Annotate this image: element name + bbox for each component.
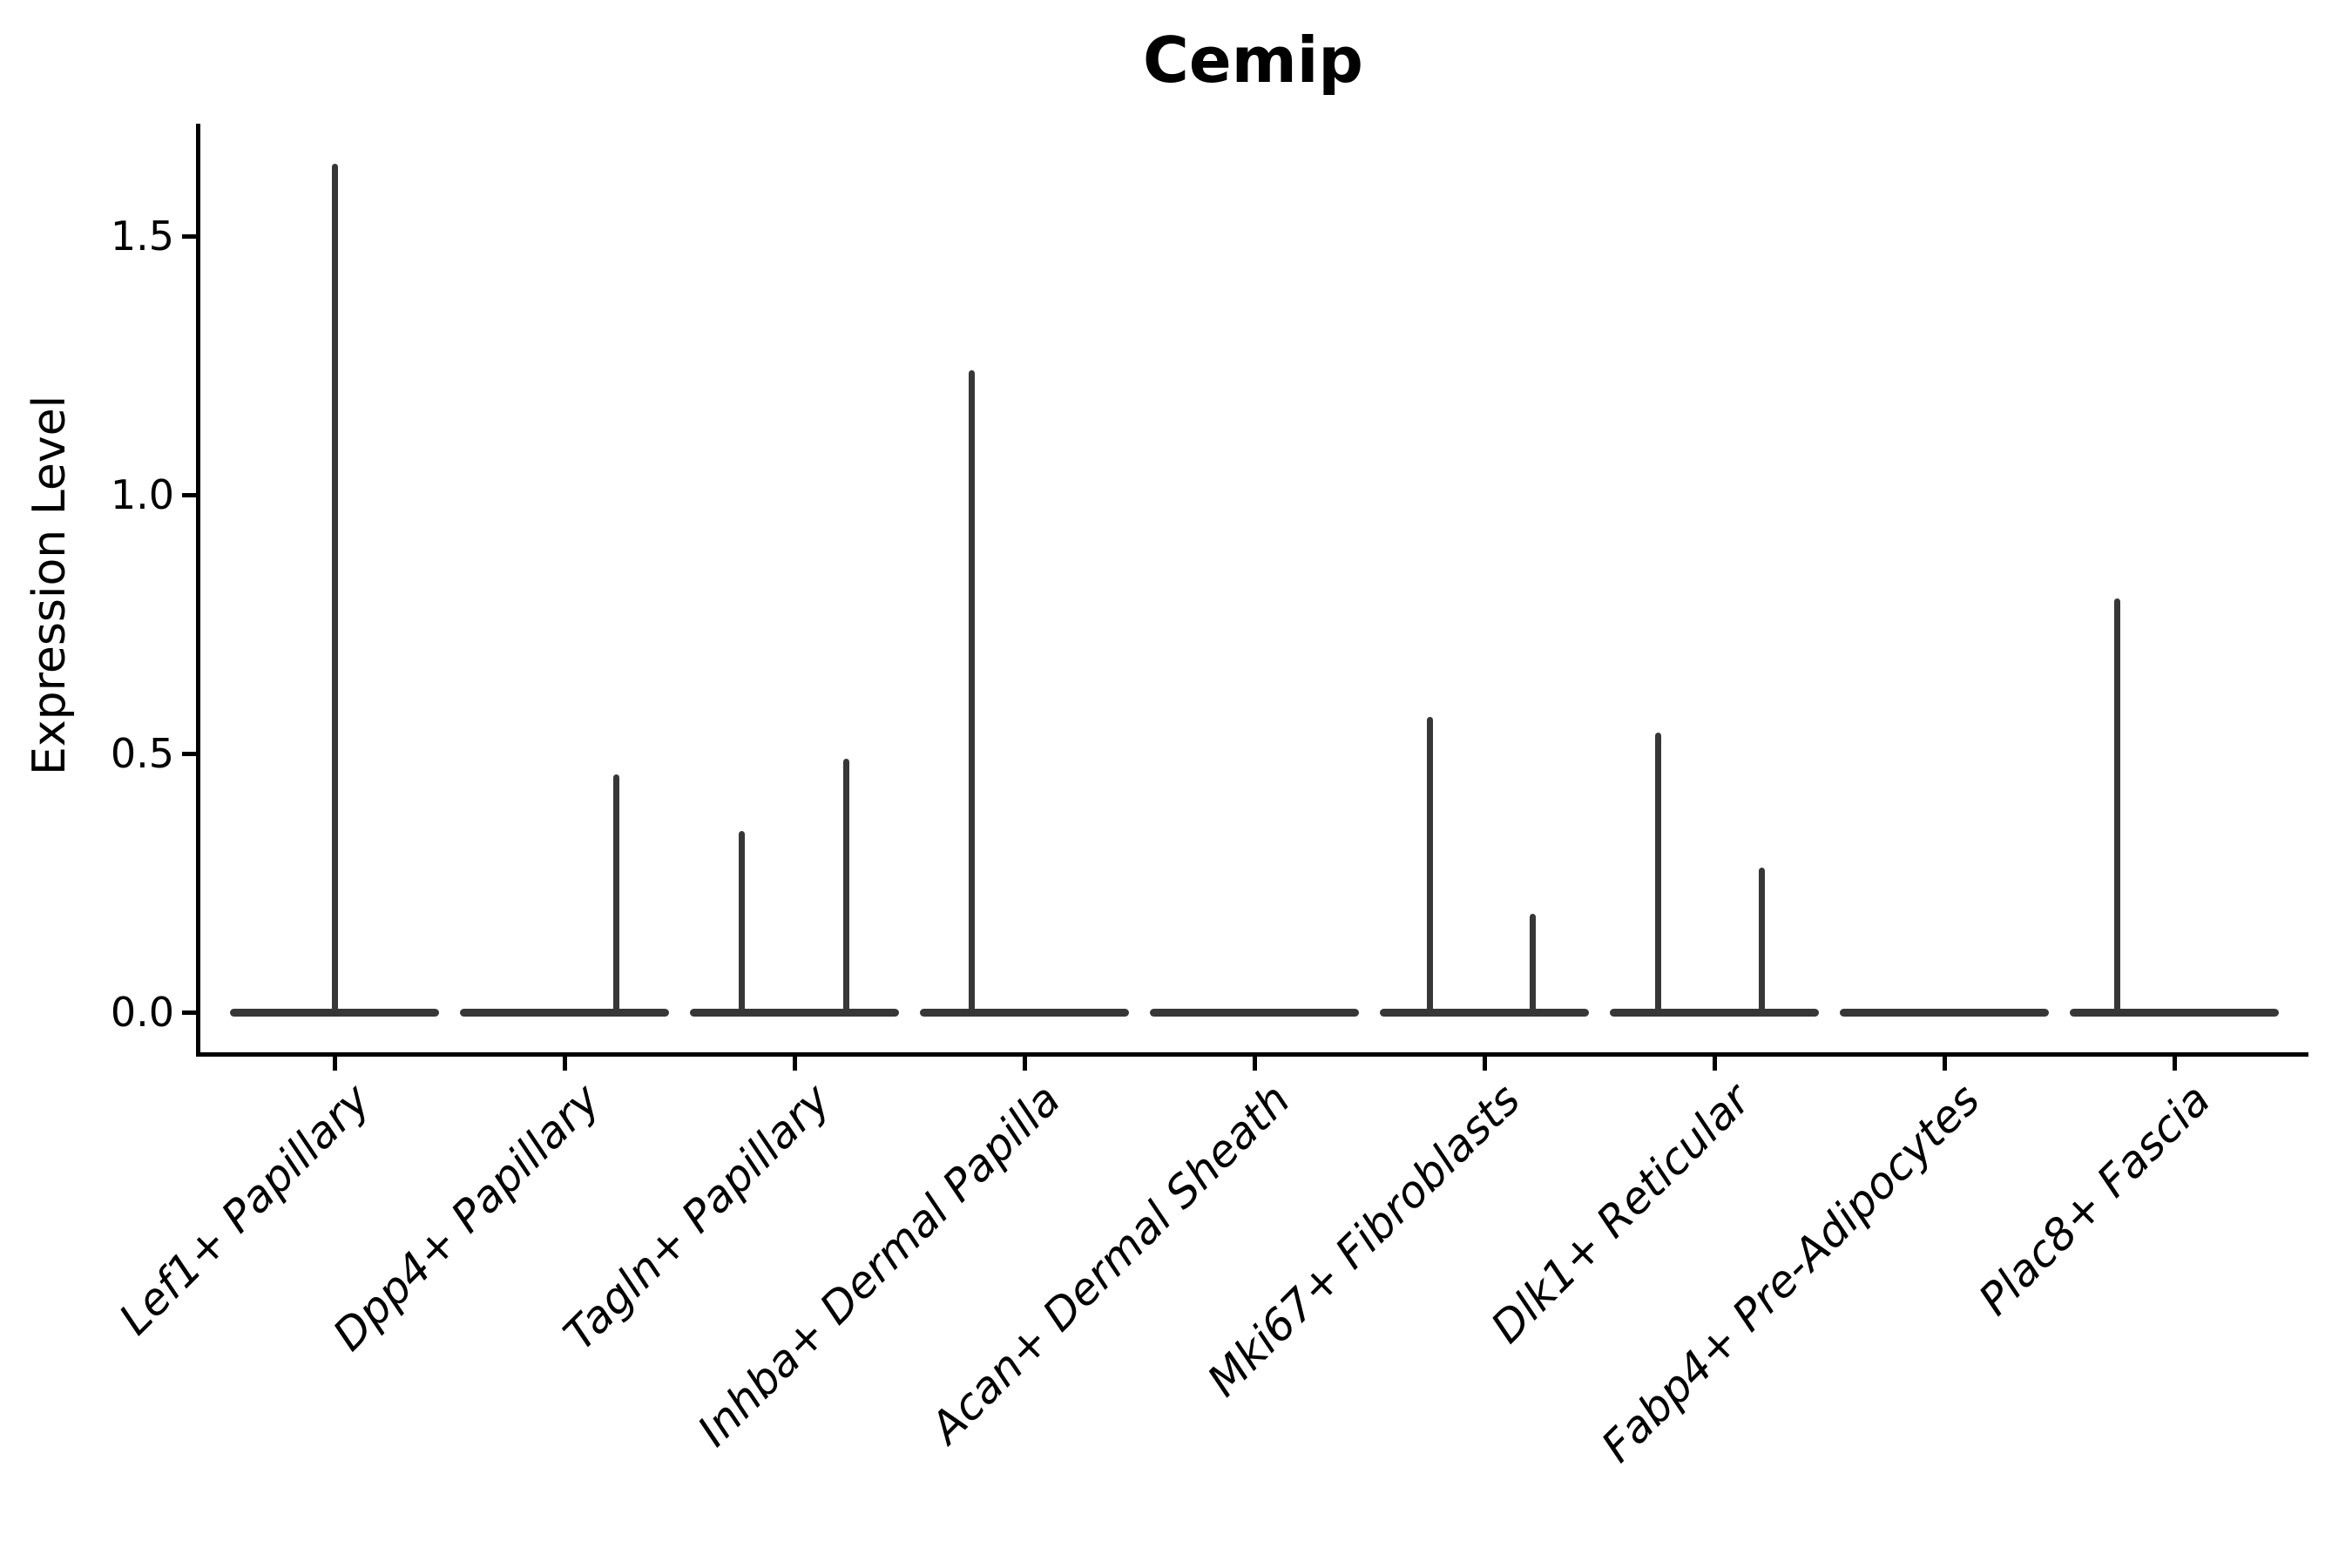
violin-spike xyxy=(842,758,849,1017)
violin-baseline xyxy=(230,1008,439,1017)
chart-title: Cemip xyxy=(1143,24,1363,97)
violin-spike xyxy=(2113,598,2120,1017)
violin-spike xyxy=(612,774,619,1017)
x-tick xyxy=(1943,1057,1947,1071)
violin-baseline xyxy=(1380,1008,1589,1017)
violin-baseline xyxy=(690,1008,899,1017)
violin-spike xyxy=(1529,914,1536,1017)
x-tick xyxy=(1483,1057,1487,1071)
x-axis-spine xyxy=(196,1052,2308,1057)
violin-baseline xyxy=(460,1008,669,1017)
violin-baseline xyxy=(2070,1008,2279,1017)
x-tick-label: Fabp4+ Pre-Adipocytes xyxy=(1592,1074,1990,1472)
violin-baseline xyxy=(1150,1008,1359,1017)
y-tick-label: 1.0 xyxy=(110,471,174,518)
y-tick xyxy=(182,234,196,239)
violin-baseline xyxy=(1840,1008,2049,1017)
violin-spike xyxy=(331,163,338,1017)
x-tick-label: Lef1+ Papillary xyxy=(109,1074,381,1345)
violin-spike xyxy=(1654,733,1661,1017)
y-tick xyxy=(182,1010,196,1015)
x-tick xyxy=(1713,1057,1717,1071)
y-axis-spine xyxy=(196,124,200,1057)
y-tick-label: 0.5 xyxy=(110,730,174,777)
y-tick xyxy=(182,493,196,497)
y-tick-label: 1.5 xyxy=(110,213,174,260)
violin-baseline xyxy=(920,1008,1129,1017)
x-tick xyxy=(563,1057,567,1071)
violin-spike xyxy=(1426,717,1433,1017)
x-tick-label: Dlk1+ Reticular xyxy=(1481,1074,1761,1353)
violin-spike xyxy=(1758,867,1765,1017)
violin-spike xyxy=(968,370,975,1017)
x-tick xyxy=(1023,1057,1027,1071)
y-tick-label: 0.0 xyxy=(110,989,174,1036)
violin-baseline xyxy=(1610,1008,1819,1017)
x-tick xyxy=(1253,1057,1257,1071)
x-tick xyxy=(793,1057,797,1071)
x-tick xyxy=(333,1057,337,1071)
violin-spike xyxy=(738,831,745,1017)
y-tick xyxy=(182,752,196,756)
x-tick xyxy=(2173,1057,2177,1071)
x-tick-label: Plac8+ Fascia xyxy=(1969,1074,2220,1326)
